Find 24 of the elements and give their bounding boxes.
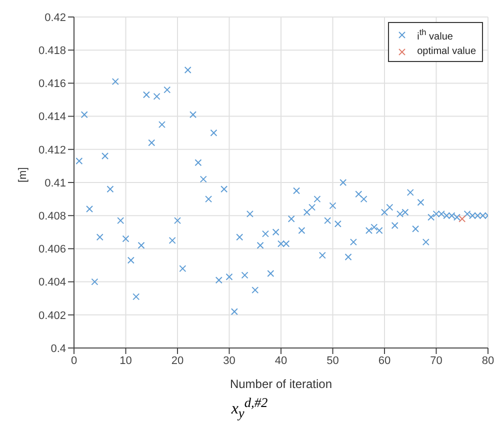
x-tick-label: 40 xyxy=(274,354,288,367)
y-tick-label: 0.412 xyxy=(38,144,66,156)
x-tick-label: 20 xyxy=(171,354,184,367)
y-tick-label: 0.41 xyxy=(44,177,66,190)
x-axis-title: Number of iteration xyxy=(230,377,332,391)
y-tick-label: 0.408 xyxy=(38,210,66,223)
x-tick-label: 0 xyxy=(70,354,78,367)
y-axis-title: [m] xyxy=(16,167,29,182)
y-tick-label: 0.406 xyxy=(38,244,66,256)
legend-label: i$^{th}$ value xyxy=(417,26,453,44)
y-tick-label: 0.416 xyxy=(38,78,66,90)
y-tick-label: 0.418 xyxy=(38,45,66,58)
legend-label: optimal value xyxy=(417,45,476,60)
y-tick-label: 0.414 xyxy=(38,111,66,124)
y-tick-label: 0.402 xyxy=(38,310,66,322)
x-tick-label: 30 xyxy=(223,354,236,367)
y-tick-label: 0.404 xyxy=(38,276,66,289)
x-tick-label: 10 xyxy=(120,354,132,367)
y-tick-label: 0.42 xyxy=(44,12,66,24)
x-tick-label: 50 xyxy=(326,354,339,367)
y-tick-label: 0.4 xyxy=(50,342,66,355)
x-tick-label: 60 xyxy=(378,354,391,367)
x-tick-label: 80 xyxy=(482,354,494,367)
x-tick-label: 70 xyxy=(430,354,442,367)
